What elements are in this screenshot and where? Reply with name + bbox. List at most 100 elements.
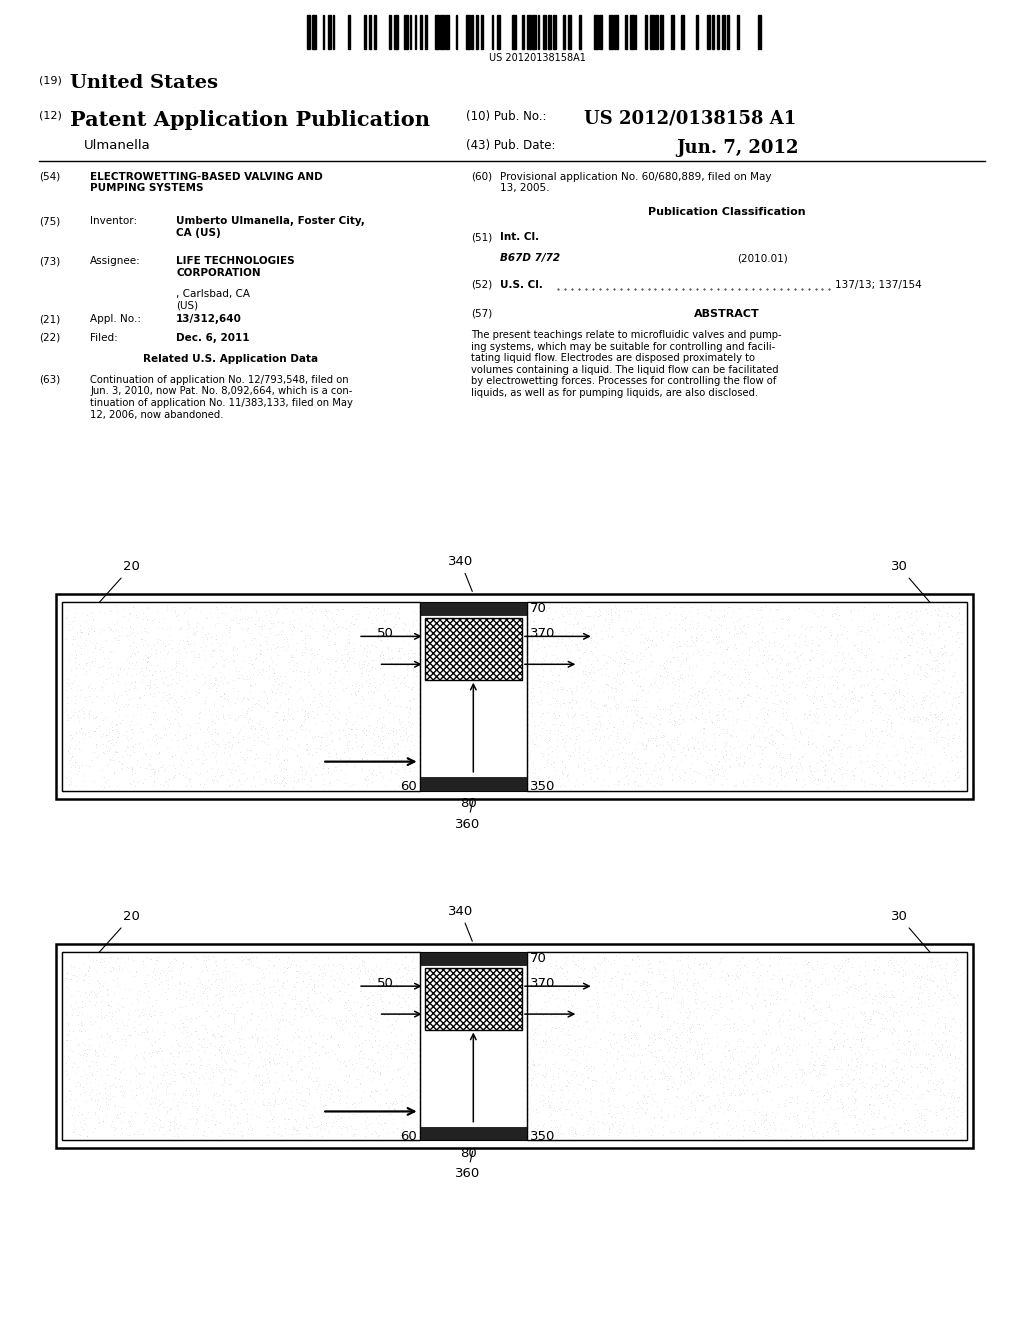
Point (671, 708, 687, 729)
Point (588, 623, 604, 644)
Point (908, 607, 925, 628)
Point (82, 630, 98, 651)
Point (534, 742, 550, 763)
Point (949, 622, 966, 643)
Point (732, 692, 749, 713)
Point (702, 965, 719, 986)
Point (798, 598, 814, 619)
Point (725, 634, 741, 655)
Point (262, 1005, 279, 1026)
Point (161, 1100, 177, 1121)
Point (561, 1090, 578, 1111)
Point (553, 1080, 569, 1101)
Point (354, 759, 371, 780)
Point (95, 656, 112, 677)
Point (688, 706, 705, 727)
Point (190, 1073, 207, 1094)
Point (185, 1107, 202, 1129)
Point (951, 741, 968, 762)
Point (844, 760, 860, 781)
Point (583, 1104, 599, 1125)
Point (288, 994, 304, 1015)
Point (916, 630, 933, 651)
Point (939, 709, 955, 730)
Bar (369, 15, 372, 49)
Point (857, 1121, 873, 1142)
Point (288, 1022, 304, 1043)
Point (912, 656, 929, 677)
Point (687, 1040, 703, 1061)
Point (884, 597, 900, 618)
Point (112, 659, 128, 680)
Point (851, 689, 867, 710)
Point (855, 1111, 871, 1133)
Point (684, 1123, 700, 1144)
Point (921, 1043, 937, 1064)
Point (372, 1061, 388, 1082)
Text: 80: 80 (460, 1147, 476, 1160)
Point (111, 686, 127, 708)
Point (554, 603, 570, 624)
Point (265, 663, 282, 684)
Point (606, 1053, 623, 1074)
Point (544, 1040, 560, 1061)
Point (700, 701, 717, 722)
Point (135, 1047, 152, 1068)
Point (683, 709, 699, 730)
Point (734, 1008, 751, 1030)
Point (188, 1101, 205, 1122)
Point (662, 1121, 678, 1142)
Point (78, 754, 94, 775)
Point (724, 1045, 740, 1067)
Point (142, 1072, 159, 1093)
Text: 360: 360 (455, 801, 480, 830)
Point (109, 742, 125, 763)
Point (749, 949, 765, 970)
Point (916, 689, 933, 710)
Point (862, 1011, 879, 1032)
Point (150, 733, 166, 754)
Point (87, 1068, 103, 1089)
Point (376, 649, 392, 671)
Point (836, 1035, 852, 1056)
Point (783, 1018, 800, 1039)
Point (904, 770, 921, 791)
Point (105, 684, 122, 705)
Point (639, 972, 655, 993)
Point (219, 1041, 236, 1063)
Point (197, 978, 213, 999)
Point (552, 694, 568, 715)
Point (826, 737, 843, 758)
Point (126, 771, 142, 792)
Point (855, 1123, 871, 1144)
Point (306, 979, 323, 1001)
Point (614, 737, 631, 758)
Point (78, 610, 94, 631)
Point (595, 1111, 611, 1133)
Point (303, 1057, 319, 1078)
Point (201, 1053, 217, 1074)
Point (877, 756, 893, 777)
Text: 360: 360 (455, 1151, 480, 1180)
Point (71, 760, 87, 781)
Point (640, 961, 656, 982)
Point (686, 1039, 702, 1060)
Point (301, 995, 317, 1016)
Point (863, 1008, 880, 1030)
Point (312, 681, 329, 702)
Point (867, 717, 884, 738)
Point (300, 1092, 316, 1113)
Point (609, 756, 626, 777)
Point (288, 640, 304, 661)
Point (146, 725, 163, 746)
Point (794, 1115, 810, 1137)
Point (782, 1052, 799, 1073)
Point (750, 1089, 766, 1110)
Point (947, 1011, 964, 1032)
Point (380, 636, 396, 657)
Point (401, 1030, 418, 1051)
Point (888, 1002, 904, 1023)
Point (236, 651, 252, 672)
Point (244, 1002, 260, 1023)
Point (212, 661, 228, 682)
